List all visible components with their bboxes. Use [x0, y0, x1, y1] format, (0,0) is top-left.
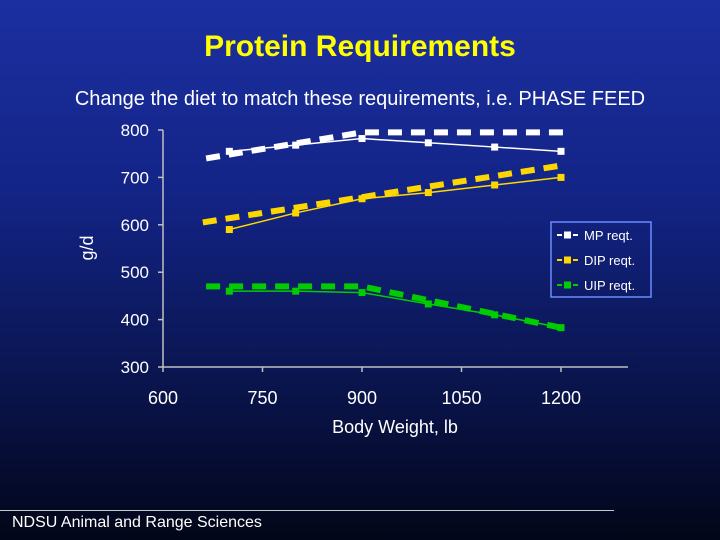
y-tick-label: 800: [121, 121, 149, 140]
phase-feed-dashed-line: [202, 162, 562, 226]
x-tick-label: 900: [347, 388, 377, 408]
data-point-marker: [225, 147, 233, 155]
slide-subtitle: Change the diet to match these requireme…: [74, 88, 646, 110]
x-tick-label: 1200: [541, 388, 581, 408]
slide-title: Protein Requirements: [204, 30, 516, 63]
data-point-marker: [424, 139, 432, 147]
legend-swatch-marker: [564, 231, 571, 239]
legend-swatch-marker: [564, 256, 571, 264]
data-point-marker: [557, 324, 565, 332]
legend-swatch-marker: [564, 281, 571, 289]
data-point-marker: [358, 195, 366, 203]
x-tick-label: 600: [148, 388, 178, 408]
data-point-marker: [292, 287, 300, 295]
data-point-marker: [225, 226, 233, 234]
data-point-marker: [292, 141, 300, 149]
series-line-uip: [229, 290, 562, 329]
y-tick-label: 400: [121, 311, 149, 330]
y-tick-label: 500: [121, 263, 149, 282]
phase-feed-dashed-line: [205, 129, 568, 162]
y-tick-label: 600: [121, 216, 149, 235]
data-point-marker: [292, 209, 300, 217]
y-tick-label: 300: [121, 358, 149, 377]
data-point-marker: [424, 300, 432, 308]
x-tick-label: 1050: [441, 388, 481, 408]
data-point-marker: [557, 173, 565, 181]
series-line-dip: [229, 176, 562, 231]
footer-divider: [0, 510, 614, 511]
data-point-marker: [358, 289, 366, 297]
data-point-marker: [491, 311, 499, 319]
legend-label: MP reqt.: [584, 228, 633, 243]
data-point-marker: [491, 181, 499, 189]
data-point-marker: [358, 135, 366, 143]
legend-label: DIP reqt.: [584, 253, 635, 268]
phase-feed-dashed-line: [206, 283, 569, 333]
legend-label: UIP reqt.: [584, 278, 635, 293]
y-tick-label: 700: [121, 168, 149, 187]
x-tick-label: 750: [247, 388, 277, 408]
y-axis-label: g/d: [77, 235, 97, 260]
legend-box: [550, 221, 652, 298]
x-axis-label: Body Weight, lb: [332, 417, 458, 437]
footer-text: NDSU Animal and Range Sciences: [12, 514, 262, 531]
data-point-marker: [491, 143, 499, 151]
data-point-marker: [225, 287, 233, 295]
data-point-marker: [424, 189, 432, 197]
data-point-marker: [557, 147, 565, 155]
